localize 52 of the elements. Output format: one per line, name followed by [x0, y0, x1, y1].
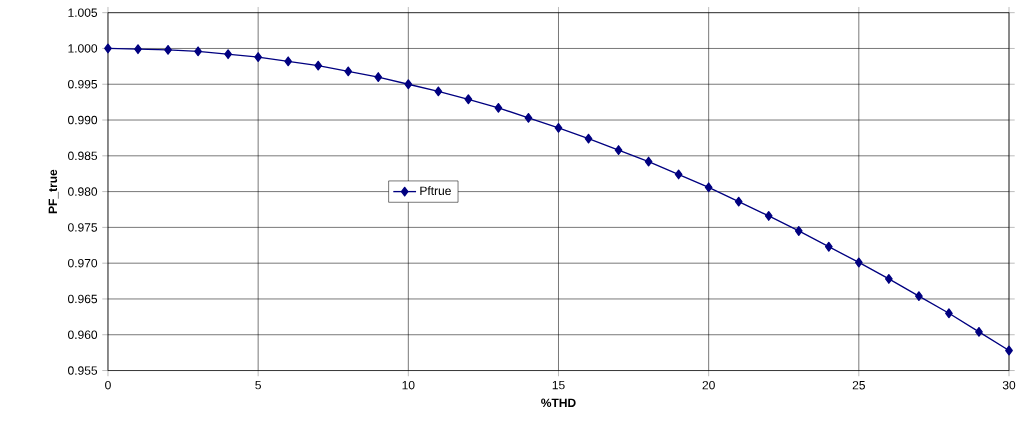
x-tick-label: 20 — [702, 380, 715, 390]
point — [674, 169, 683, 180]
point — [524, 112, 533, 123]
point — [164, 44, 172, 55]
point — [404, 79, 413, 90]
point — [884, 273, 893, 284]
point — [344, 66, 353, 77]
point — [194, 46, 202, 57]
x-tick-label: 25 — [852, 380, 865, 390]
point — [584, 133, 593, 144]
point — [614, 145, 623, 155]
point — [704, 182, 713, 193]
x-tick-label: 30 — [1002, 380, 1016, 390]
y-tick-label: 0.990 — [68, 115, 98, 125]
y-tick-label: 0.970 — [68, 258, 98, 268]
y-tick-label: 0.975 — [68, 223, 98, 232]
y-tick-label: 0.995 — [68, 79, 98, 89]
point — [104, 43, 112, 54]
point — [284, 56, 293, 67]
x-axis-title: %THD — [541, 398, 576, 407]
y-tick-label: 1.000 — [68, 44, 98, 53]
point — [854, 257, 863, 268]
point — [314, 60, 323, 71]
point — [554, 122, 563, 133]
y-tick-label: 0.960 — [68, 330, 98, 339]
point — [254, 52, 263, 62]
point — [794, 225, 803, 236]
point — [644, 156, 653, 167]
point — [494, 102, 503, 113]
point — [1005, 345, 1013, 356]
point — [464, 94, 473, 105]
point — [945, 308, 953, 319]
point — [374, 72, 383, 82]
point — [224, 49, 232, 60]
point — [975, 326, 983, 337]
point — [734, 196, 743, 207]
y-tick-label: 0.985 — [68, 151, 98, 160]
point — [764, 210, 773, 221]
x-tick-label: 15 — [552, 380, 565, 390]
y-tick-label: 1.005 — [68, 8, 98, 17]
point — [134, 44, 142, 55]
y-tick-label: 0.955 — [68, 366, 98, 375]
y-axis-title: PF_true — [48, 169, 59, 214]
x-tick-label: 0 — [105, 380, 111, 390]
point — [824, 241, 833, 252]
point — [434, 86, 443, 97]
y-tick-label: 0.980 — [68, 187, 98, 196]
point — [915, 291, 923, 301]
x-tick-label: 5 — [255, 380, 261, 390]
legend-label: Pftrue — [420, 186, 451, 195]
x-tick-label: 10 — [402, 380, 415, 390]
y-tick-label: 0.965 — [68, 294, 98, 304]
